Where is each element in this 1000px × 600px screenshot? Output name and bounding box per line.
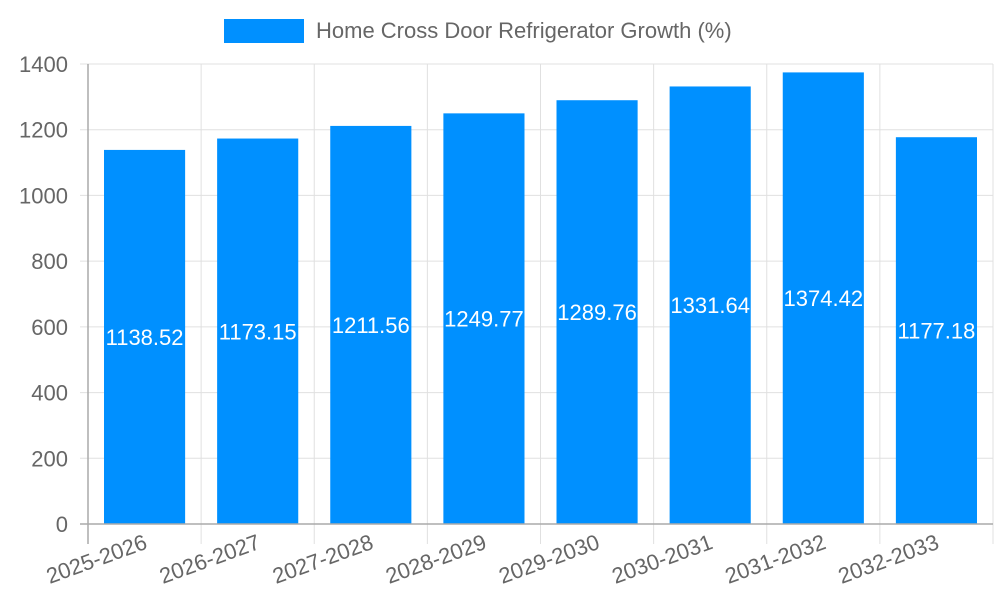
legend-label: Home Cross Door Refrigerator Growth (%) (316, 18, 732, 43)
data-label: 1249.77 (444, 307, 524, 332)
data-label: 1374.42 (784, 286, 864, 311)
data-label: 1138.52 (106, 325, 184, 350)
x-axis-ticks: 2025-2026 2026-2027 2027-2028 2028-2029 2029… (43, 529, 942, 588)
x-tick-label: 2030-2031 (608, 529, 715, 588)
y-tick-label: 400 (31, 381, 68, 406)
y-tick-label: 0 (56, 512, 68, 537)
bar[interactable] (895, 137, 977, 524)
x-tick-label: 2027-2028 (269, 529, 376, 588)
bar[interactable] (330, 125, 412, 524)
y-tick-label: 1000 (19, 183, 68, 208)
bar[interactable] (556, 100, 638, 525)
bar[interactable] (443, 113, 525, 525)
y-tick-label: 1200 (19, 118, 68, 143)
data-labels: 1138.52 1173.15 1211.56 1249.77 1289.76 1331.… (106, 286, 976, 350)
bar[interactable] (217, 138, 299, 524)
legend-swatch (224, 19, 304, 43)
y-tick-label: 200 (31, 446, 68, 471)
x-tick-label: 2028-2029 (382, 529, 489, 588)
axes (80, 64, 993, 544)
data-label: 1173.15 (219, 319, 297, 344)
chart-legend[interactable]: Home Cross Door Refrigerator Growth (%) (224, 18, 732, 44)
y-tick-label: 1400 (19, 52, 68, 77)
bar[interactable] (669, 86, 751, 524)
x-tick-label: 2029-2030 (495, 529, 602, 588)
y-tick-label: 800 (31, 249, 68, 274)
bar-series (104, 72, 977, 525)
x-tick-label: 2032-2033 (835, 529, 942, 588)
bar[interactable] (104, 149, 186, 524)
x-tick-label: 2031-2032 (722, 529, 829, 588)
y-axis-ticks: 0 200 400 600 800 1000 1200 1400 (19, 52, 68, 537)
data-label: 1289.76 (557, 300, 637, 325)
bar[interactable] (782, 72, 864, 525)
data-label: 1177.18 (897, 319, 975, 344)
data-label: 1331.64 (670, 293, 750, 318)
y-tick-label: 600 (31, 315, 68, 340)
x-tick-label: 2026-2027 (156, 529, 263, 588)
x-tick-label: 2025-2026 (43, 529, 150, 588)
data-label: 1211.56 (332, 313, 410, 338)
